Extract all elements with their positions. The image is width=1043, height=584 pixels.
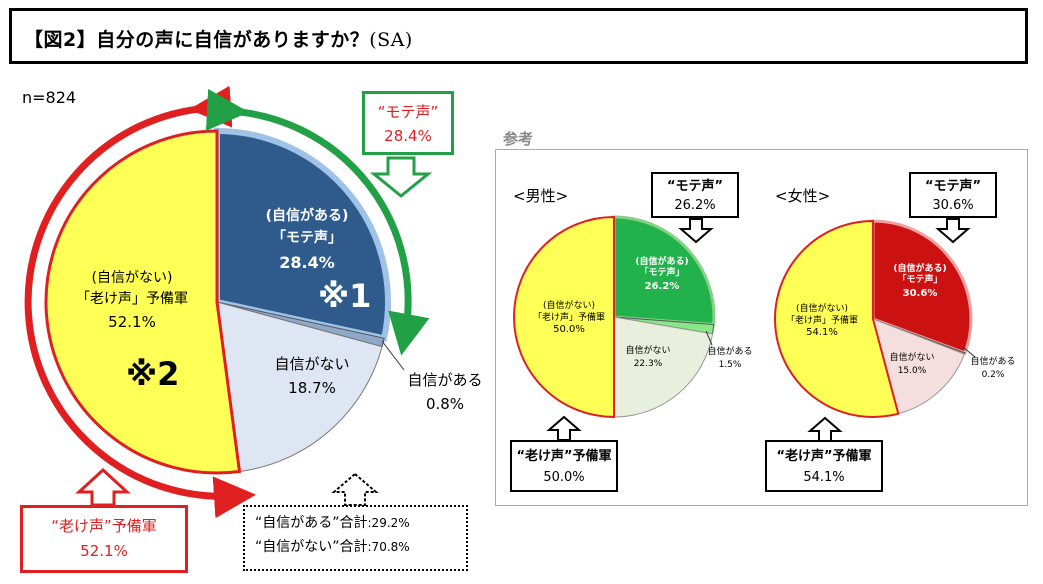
fuke-callout-label: “老け声”予備軍 [51,517,157,535]
male-mote-group: (自信がある) [635,257,689,267]
totals-box: “自信がある”合計:29.2% “自信がない”合計:70.8% [243,505,468,571]
main-jishin-nai-name: 自信がない [274,355,350,373]
sample-size: n=824 [22,88,77,107]
male-fuke-callout-value: 50.0% [543,470,585,485]
totals-line-2: “自信がない”合計:70.8% [255,535,456,559]
main-mote-label: (自信がある) 「モテ声」 28.4% [242,205,372,274]
female-fuke-name: 「老け声」予備軍 [785,316,858,326]
female-fuke-label: (自信がない) 「老け声」予備軍 54.1% [782,303,862,339]
female-fuke-group: (自信がない) [795,304,849,314]
main-mote-value: 28.4% [279,253,335,272]
female-jishin-nai-name: 自信がない [889,353,935,363]
male-pie [513,215,716,419]
leader-line-jishin-aru [381,340,405,371]
male-slice-0 [612,215,716,327]
female-slice-0 [871,219,973,355]
reference-label: 参考 [503,130,534,148]
male-fuke-value: 50.0% [553,324,585,335]
title-suffix: (SA) [369,29,413,51]
main-mote-group: (自信がある) [265,208,349,224]
female-fuke-callout-label: “老け声”予備軍 [776,449,872,464]
female-jishin-nai-label: 自信がない 15.0% [882,352,942,378]
main-fuke-group: (自信がない) [91,270,173,286]
main-mote-name: 「モテ声」 [272,230,342,246]
totals-line-1-label: “自信がある”合計 [255,515,368,531]
male-slice-2 [613,316,714,418]
female-leader-line [962,346,976,358]
male-jishin-nai-name: 自信がない [625,346,671,356]
male-fuke-callout: “老け声”予備軍 50.0% [510,440,618,492]
main-jishin-aru-value: 0.8% [425,395,465,413]
female-pie [774,219,973,418]
female-fuke-callout: “老け声”予備軍 54.1% [765,440,883,492]
main-jishin-aru-name: 自信がある [407,371,483,389]
female-mote-group: (自信がある) [893,264,947,274]
main-jishin-aru-label: 自信がある 0.8% [400,368,490,416]
female-jishin-aru-value: 0.2% [981,370,1005,380]
male-mote-callout-value: 26.2% [674,198,716,213]
female-fuke-value: 54.1% [806,327,838,338]
mote-arc-arrow [205,88,430,356]
female-slice-2 [872,318,966,415]
female-mote-callout-arrow [935,218,971,244]
male-fuke-label: (自信がない) 「老け声」予備軍 50.0% [529,300,609,336]
mote-callout-label: “モテ声” [377,103,439,121]
female-slice-3 [774,219,900,418]
female-fuke-callout-arrow [807,416,843,442]
totals-line-1-value: :29.2% [367,516,410,530]
main-jishin-nai-label: 自信がない 18.7% [262,352,362,400]
title-main: 【図2】自分の声に自信がありますか？ [24,29,370,51]
female-heading: <女性> [775,187,831,205]
male-jishin-aru-value: 1.5% [718,360,742,370]
female-jishin-aru-name: 自信がある [970,357,1016,367]
totals-line-2-value: :70.8% [367,540,410,554]
female-jishin-nai-value: 15.0% [897,366,927,376]
male-leader-line [705,330,713,346]
page-title: 【図2】自分の声に自信がありますか？(SA) [24,25,413,52]
main-fuke-value: 52.1% [108,313,156,331]
male-mote-callout: “モテ声” 26.2% [651,172,739,218]
female-mote-callout-label: “モテ声” [924,179,982,194]
mote-callout-value: 28.4% [384,127,432,145]
note-1: ※1 [318,277,372,315]
male-jishin-aru-label: 自信がある 1.5% [702,346,758,372]
title-box: 【図2】自分の声に自信がありますか？(SA) [9,8,1028,64]
male-mote-value: 26.2% [644,281,680,292]
male-mote-callout-arrow [678,218,714,244]
male-jishin-nai-label: 自信がない 22.3% [618,345,678,371]
mote-callout: “モテ声” 28.4% [362,91,454,155]
female-mote-value: 30.6% [902,288,938,299]
female-mote-callout: “モテ声” 30.6% [909,172,997,218]
male-fuke-name: 「老け声」予備軍 [532,313,605,323]
main-fuke-name: 「老け声」予備軍 [76,291,188,307]
main-fuke-label: (自信がない) 「老け声」予備軍 52.1% [62,268,202,333]
male-fuke-callout-arrow [546,415,582,441]
female-mote-name: 「モテ声」 [897,275,943,285]
male-mote-label: (自信がある) 「モテ声」 26.2% [622,257,702,292]
male-mote-callout-label: “モテ声” [666,179,724,194]
fuke-callout-value: 52.1% [80,542,128,560]
mote-callout-arrow [369,156,433,198]
male-heading: <男性> [513,187,569,205]
male-jishin-nai-value: 22.3% [633,359,663,369]
fuke-arc-arrow [24,85,256,519]
male-jishin-aru-name: 自信がある [707,347,753,357]
female-fuke-callout-value: 54.1% [803,470,845,485]
totals-line-2-label: “自信がない”合計 [255,539,368,555]
male-slice-3 [513,215,615,419]
note-2: ※2 [126,355,180,393]
male-fuke-group: (自信がない) [542,301,596,311]
female-jishin-aru-label: 自信がある 0.2% [965,356,1021,382]
fuke-callout: “老け声”予備軍 52.1% [20,505,188,573]
totals-line-1: “自信がある”合計:29.2% [255,511,456,535]
female-mote-callout-value: 30.6% [932,198,974,213]
main-jishin-nai-value: 18.7% [288,379,336,397]
male-mote-name: 「モテ声」 [639,268,685,278]
male-fuke-callout-label: “老け声”予備軍 [516,449,612,464]
female-mote-label: (自信がある) 「モテ声」 30.6% [880,264,960,299]
